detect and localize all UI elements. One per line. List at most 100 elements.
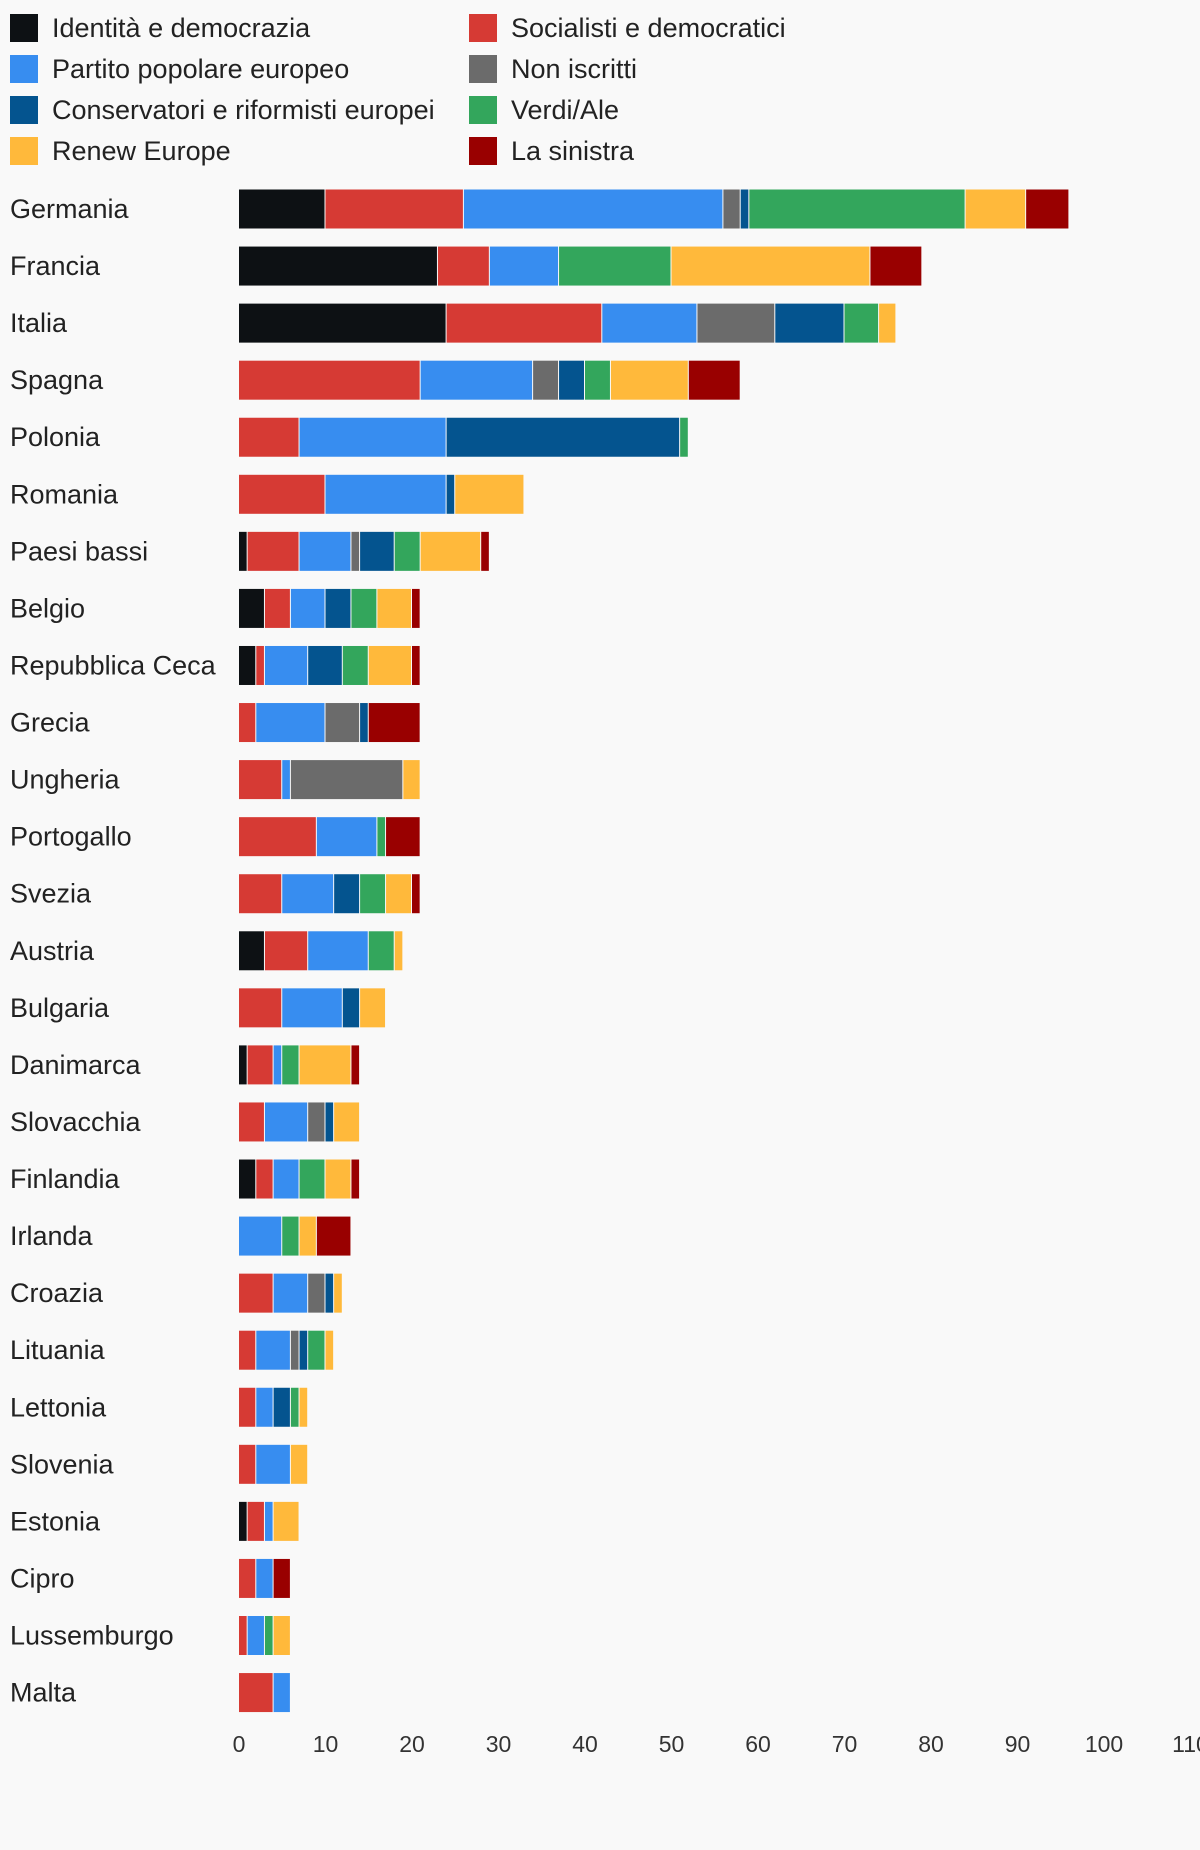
legend-swatch — [469, 14, 497, 42]
bar-segment — [282, 988, 342, 1028]
country-label: Francia — [10, 251, 101, 281]
bar-segment — [316, 817, 377, 857]
bar-segment — [264, 1616, 273, 1655]
bar-segment — [247, 1045, 273, 1085]
bar-segment — [360, 988, 386, 1028]
legend-item: La sinistra — [469, 131, 634, 171]
bar-segment — [256, 1444, 290, 1484]
bar-segment — [412, 645, 420, 685]
bar-segment — [273, 1387, 290, 1427]
bar-segment — [420, 360, 533, 400]
bar-segment — [559, 360, 584, 400]
country-label: Finlandia — [10, 1164, 121, 1194]
bar-segment — [325, 474, 446, 514]
bar-segment — [377, 588, 411, 628]
bar-segment — [749, 189, 965, 229]
legend-label: Verdi/Ale — [511, 94, 620, 125]
country-label: Spagna — [10, 365, 104, 395]
bar-segment — [273, 1273, 308, 1313]
bar-segment — [282, 874, 334, 914]
x-tick-label: 10 — [313, 1731, 339, 1757]
country-label: Bulgaria — [10, 993, 110, 1023]
country-label: Estonia — [10, 1506, 101, 1536]
legend-item: Renew Europe — [10, 131, 231, 171]
bar-segment — [325, 588, 351, 628]
bar-segment — [264, 645, 308, 685]
bar-segment — [299, 1159, 325, 1199]
bar-segment — [360, 874, 386, 914]
legend-swatch — [10, 55, 38, 83]
bar-segment — [585, 360, 610, 400]
bar-segment — [446, 417, 680, 457]
bar-segment — [239, 1102, 264, 1142]
bar-segment — [239, 1673, 273, 1713]
bar-segment — [239, 703, 256, 743]
bar-segment — [290, 760, 403, 800]
bar-segment — [455, 474, 524, 514]
bar-segment — [368, 645, 411, 685]
bar-segment — [351, 1159, 360, 1199]
country-label: Lituania — [10, 1335, 106, 1365]
country-label: Danimarca — [10, 1050, 142, 1080]
bar-segment — [299, 1387, 308, 1427]
bar-segment — [299, 531, 351, 571]
bar-segment — [273, 1673, 290, 1713]
bar-segment — [351, 588, 377, 628]
bar-segment — [256, 1387, 273, 1427]
country-label: Paesi bassi — [10, 536, 148, 566]
bar-segment — [290, 1330, 299, 1370]
bar-segment — [308, 931, 368, 971]
bar-segment — [325, 189, 463, 229]
legend-item: Partito popolare europeo — [10, 49, 349, 89]
bar-segment — [239, 360, 420, 400]
bar-segment — [308, 1102, 325, 1142]
bar-segment — [290, 1387, 299, 1427]
bar-segment — [325, 703, 360, 743]
country-label: Germania — [10, 194, 130, 224]
country-label: Belgio — [10, 593, 85, 623]
bar-segment — [334, 874, 360, 914]
legend-swatch — [10, 137, 38, 165]
x-tick-label: 20 — [399, 1731, 425, 1757]
bar-segment — [351, 531, 360, 571]
bar-segment — [965, 189, 1026, 229]
bar-segment — [489, 246, 559, 286]
bar-segment — [386, 817, 420, 857]
country-label: Grecia — [10, 708, 91, 738]
bar-segment — [239, 531, 247, 571]
x-tick-label: 100 — [1085, 1731, 1123, 1757]
bar-segment — [256, 1330, 290, 1370]
legend-label: Renew Europe — [52, 135, 231, 166]
x-tick-label: 80 — [918, 1731, 944, 1757]
bar-segment — [239, 1444, 256, 1484]
legend-swatch — [10, 96, 38, 124]
bar-segment — [256, 1159, 273, 1199]
country-label: Polonia — [10, 422, 101, 452]
bar-segment — [239, 817, 316, 857]
bar-segment — [282, 1216, 299, 1256]
bar-segment — [533, 360, 559, 400]
country-label: Romania — [10, 479, 119, 509]
bar-segment — [239, 645, 256, 685]
country-label: Italia — [10, 308, 68, 338]
bar-segment — [308, 1330, 325, 1370]
bar-segment — [368, 703, 420, 743]
bar-segment — [247, 1501, 264, 1541]
legend-label: Socialisti e democratici — [511, 12, 786, 43]
legend-item: Socialisti e democratici — [469, 8, 786, 48]
bar-segment — [256, 703, 325, 743]
country-label: Croazia — [10, 1278, 104, 1308]
country-label: Repubblica Ceca — [10, 650, 217, 680]
bar-segment — [412, 874, 420, 914]
bar-segment — [325, 1273, 334, 1313]
bar-segment — [463, 189, 723, 229]
bar-segment — [325, 1102, 334, 1142]
bar-segment — [290, 1444, 308, 1484]
bar-segment — [264, 931, 308, 971]
legend-item: Identità e democrazia — [10, 8, 310, 48]
legend-label: Identità e democrazia — [52, 12, 311, 43]
country-label: Irlanda — [10, 1221, 94, 1251]
bar-segment — [239, 189, 325, 229]
bar-segment — [273, 1159, 299, 1199]
bar-segment — [239, 1558, 256, 1598]
